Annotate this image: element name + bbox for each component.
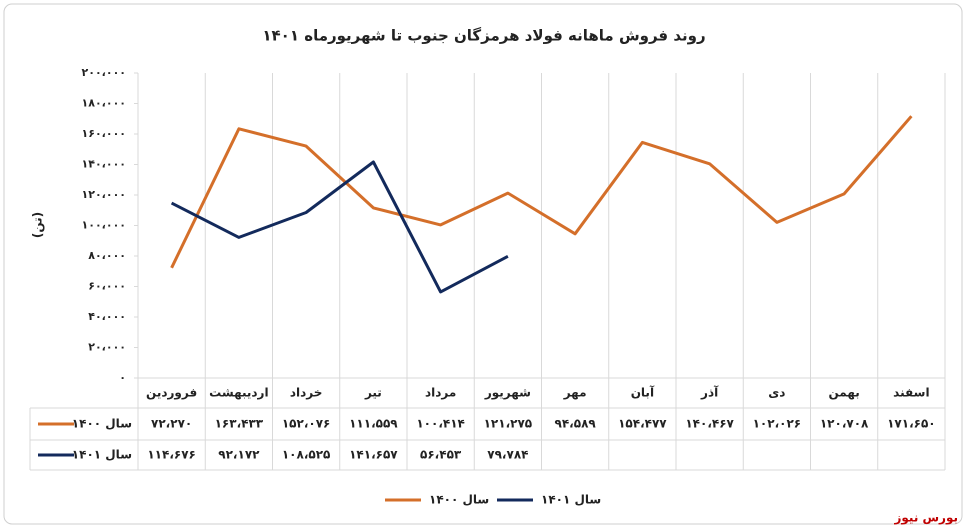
legend-label: سال ۱۴۰۰	[429, 493, 489, 507]
y-tick-label: ۲۰،۰۰۰	[88, 341, 126, 354]
y-tick-label: ۰	[119, 371, 126, 384]
data-label: ۷۲،۲۷۰	[151, 417, 192, 431]
x-tick-label: تیر	[364, 386, 382, 400]
data-label: ۱۱۱،۵۵۹	[349, 417, 398, 431]
y-tick-label: ۴۰،۰۰۰	[88, 310, 126, 323]
data-label: ۷۹،۷۸۴	[487, 448, 528, 462]
x-tick-label: بهمن	[828, 386, 859, 400]
x-tick-label: مهر	[563, 386, 587, 400]
series-line	[170, 160, 509, 294]
x-tick-label: آذر	[700, 385, 719, 400]
y-tick-label: ۱۲۰،۰۰۰	[82, 188, 126, 201]
data-label: ۱۵۴،۴۷۷	[618, 417, 667, 431]
data-label: ۱۰۰،۴۱۴	[416, 417, 465, 431]
row-header: سال ۱۴۰۱	[72, 448, 132, 462]
x-tick-label: شهریور	[484, 386, 531, 401]
x-tick-label: اسفند	[893, 386, 929, 400]
chart-frame	[3, 3, 963, 525]
watermark: بورس نیوز	[893, 511, 958, 526]
x-tick-label: فروردین	[146, 386, 197, 401]
y-axis-label: (تن)	[31, 212, 45, 238]
y-tick-label: ۱۸۰،۰۰۰	[82, 97, 126, 110]
x-tick-label: خرداد	[290, 386, 323, 400]
data-label: ۱۰۲،۰۲۶	[753, 417, 802, 431]
data-label: ۱۱۴،۶۷۶	[147, 448, 196, 462]
x-tick-label: آبان	[631, 385, 655, 400]
y-tick-label: ۱۰۰،۰۰۰	[82, 219, 126, 232]
row-header: سال ۱۴۰۰	[72, 417, 132, 431]
y-tick-label: ۱۶۰،۰۰۰	[82, 127, 126, 140]
x-tick-label: مرداد	[425, 386, 456, 400]
y-tick-label: ۱۴۰،۰۰۰	[82, 158, 126, 171]
data-label: ۱۲۱،۲۷۵	[484, 417, 533, 431]
data-label: ۱۴۱،۶۵۷	[349, 448, 398, 462]
y-tick-label: ۲۰۰،۰۰۰	[82, 66, 126, 79]
data-label: ۱۶۳،۴۳۳	[215, 417, 264, 431]
data-label: ۹۲،۱۷۲	[218, 448, 260, 462]
y-tick-label: ۸۰،۰۰۰	[88, 249, 126, 262]
data-label: ۱۲۰،۷۰۸	[820, 417, 869, 431]
data-label: ۹۴،۵۸۹	[555, 417, 597, 431]
data-label: ۱۵۲،۰۷۶	[282, 417, 331, 431]
chart-title: روند فروش ماهانه فولاد هرمزگان جنوب تا ش…	[262, 27, 705, 45]
data-label: ۱۴۰،۴۶۷	[685, 417, 734, 431]
data-label: ۱۷۱،۶۵۰	[887, 417, 936, 431]
x-tick-label: اردیبهشت	[209, 386, 268, 400]
y-tick-label: ۶۰،۰۰۰	[88, 280, 126, 293]
data-label: ۵۶،۴۵۳	[420, 448, 462, 462]
legend-label: سال ۱۴۰۱	[541, 493, 601, 507]
series-line	[170, 115, 913, 269]
data-label: ۱۰۸،۵۲۵	[282, 448, 331, 462]
x-tick-label: دی	[768, 386, 785, 400]
